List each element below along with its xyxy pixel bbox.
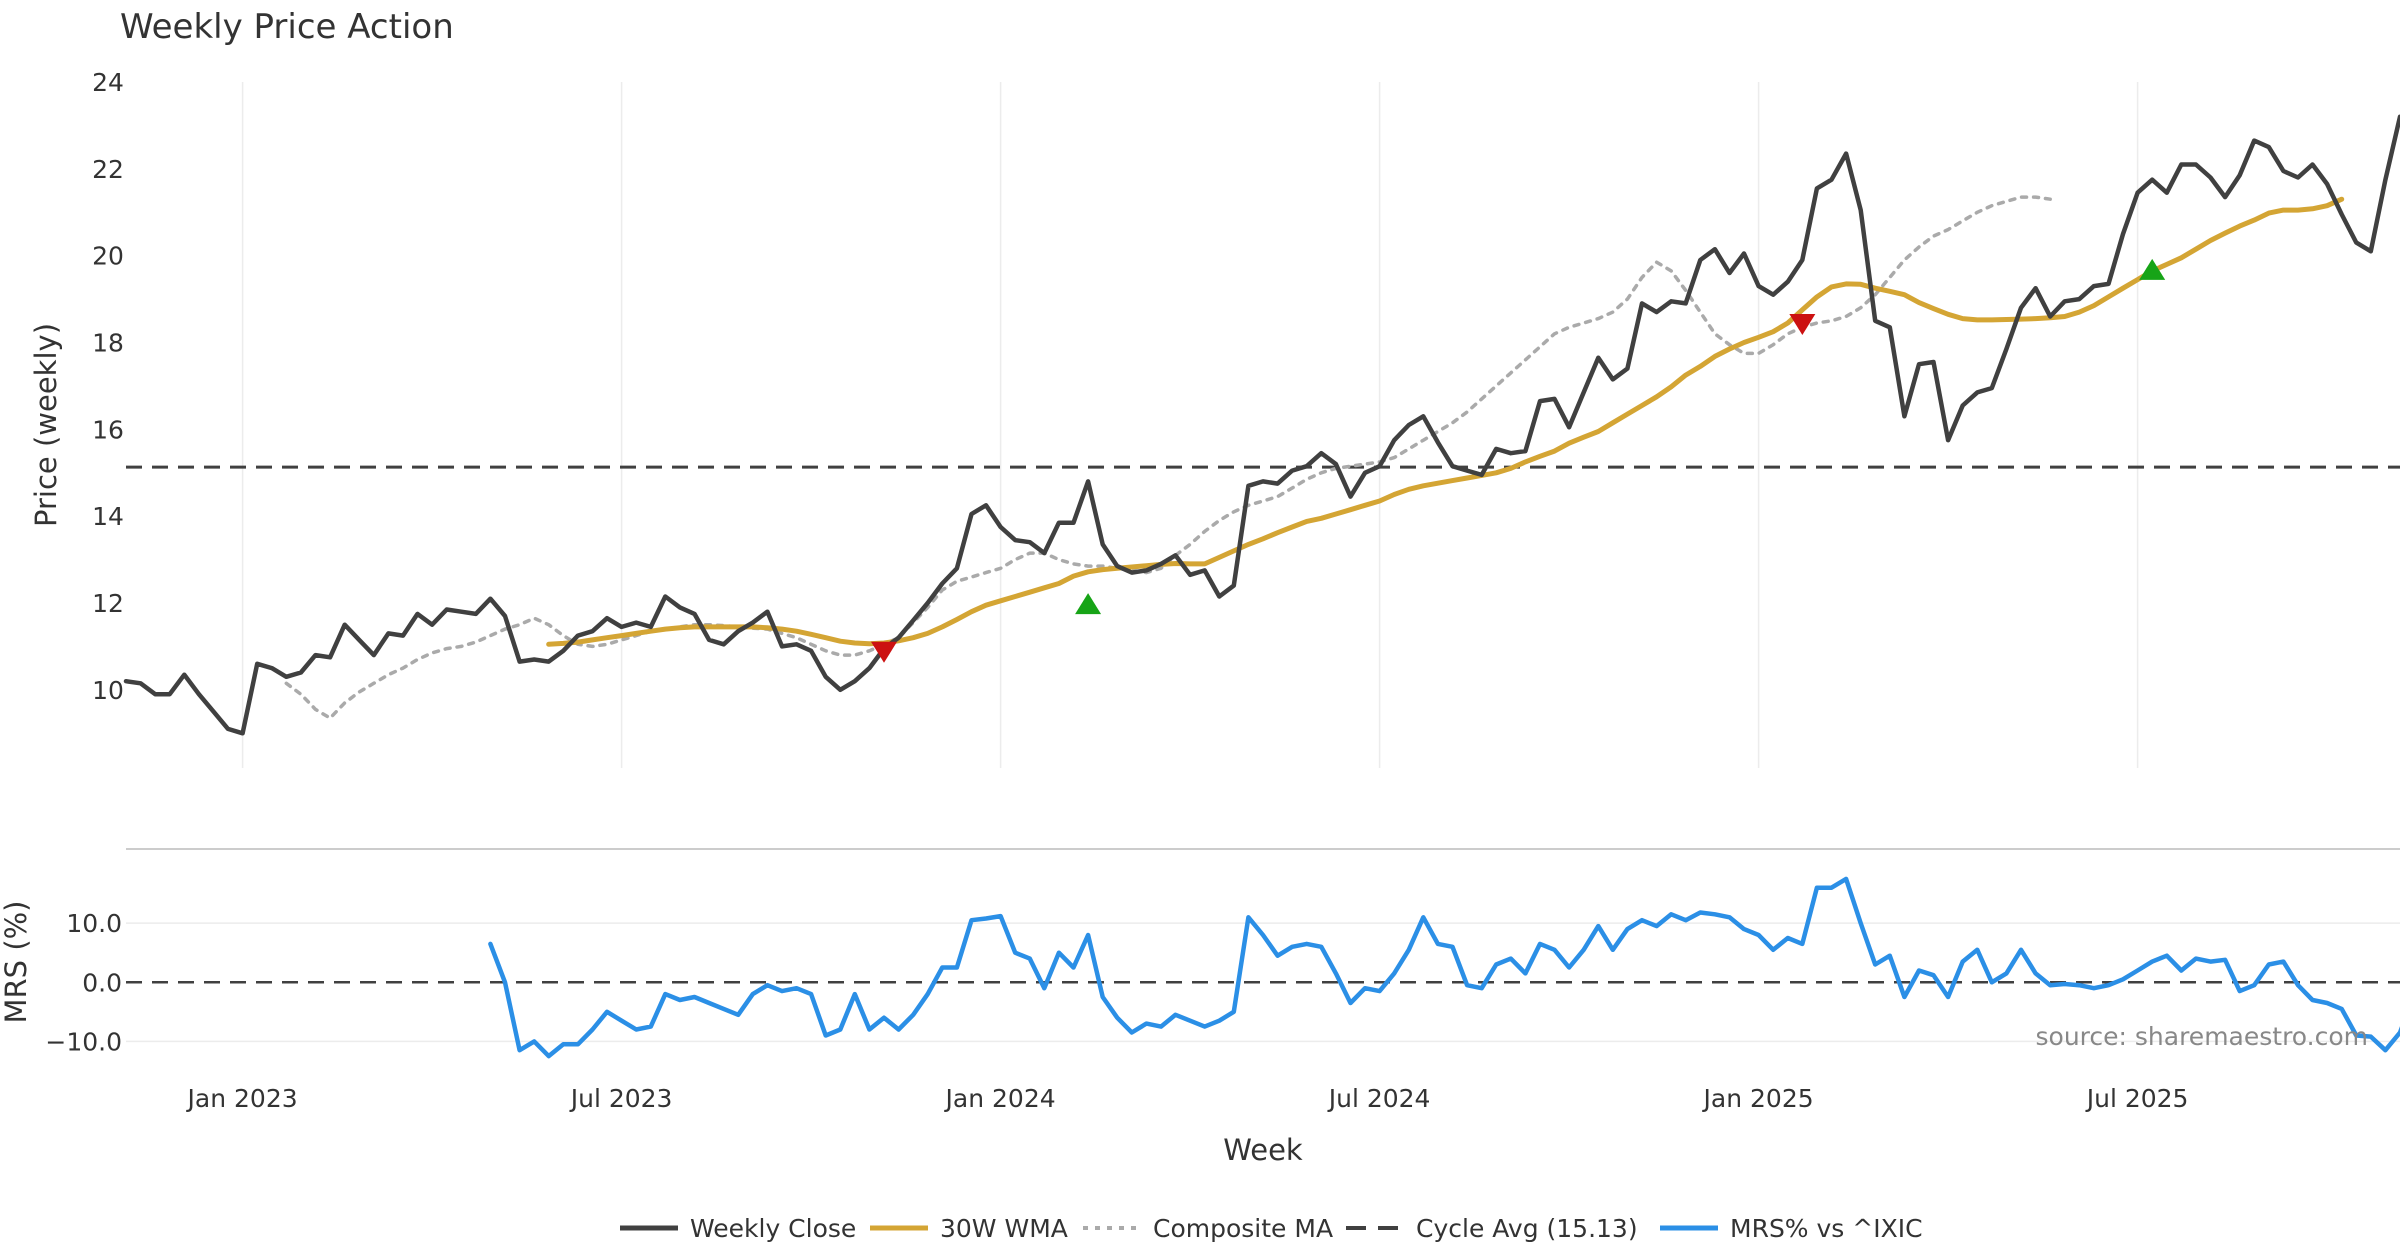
price-y-tick-label: 16 bbox=[92, 415, 124, 444]
signal-markers bbox=[871, 258, 2166, 663]
mrs-y-ticks: 10.0 0.0 −10.0 bbox=[45, 909, 122, 1056]
x-tick-label: Jan 2023 bbox=[186, 1084, 298, 1113]
legend-label: Cycle Avg (15.13) bbox=[1416, 1214, 1638, 1243]
mrs-y-tick-label: −10.0 bbox=[45, 1027, 122, 1056]
legend-label: MRS% vs ^IXIC bbox=[1730, 1214, 1923, 1243]
x-tick-label: Jul 2024 bbox=[1327, 1084, 1431, 1113]
mrs-y-axis-label: MRS (%) bbox=[0, 901, 33, 1024]
price-y-ticks: 10 12 14 16 18 20 22 24 bbox=[92, 68, 124, 705]
price-y-tick-label: 12 bbox=[92, 589, 124, 618]
series-line-mrs bbox=[488, 876, 2400, 1059]
x-tick-label: Jan 2024 bbox=[944, 1084, 1056, 1113]
legend: Weekly Close 30W WMA Composite MA Cycle Avg… bbox=[620, 1214, 1923, 1243]
series-line-weekly-close bbox=[123, 114, 2400, 736]
mrs-y-tick-label: 0.0 bbox=[82, 968, 122, 997]
x-ticks: Jan 2023 Jul 2023 Jan 2024 Jul 2024 Jan 2025… bbox=[186, 1084, 2189, 1113]
x-tick-label: Jul 2023 bbox=[569, 1084, 673, 1113]
price-y-tick-label: 18 bbox=[92, 329, 124, 358]
price-y-tick-label: 22 bbox=[92, 155, 124, 184]
legend-label: 30W WMA bbox=[940, 1214, 1068, 1243]
series-line-30w-wma bbox=[546, 196, 2345, 647]
price-y-tick-label: 14 bbox=[92, 502, 124, 531]
mrs-y-tick-label: 10.0 bbox=[66, 909, 122, 938]
price-y-tick-label: 10 bbox=[92, 676, 124, 705]
x-tick-label: Jan 2025 bbox=[1702, 1084, 1814, 1113]
price-series bbox=[123, 114, 2400, 736]
legend-label: Weekly Close bbox=[690, 1214, 856, 1243]
x-tick-label: Jul 2025 bbox=[2085, 1084, 2189, 1113]
source-note: source: sharemaestro.com bbox=[2036, 1022, 2369, 1051]
mrs-series bbox=[488, 876, 2400, 1059]
buy-signal-marker bbox=[1075, 593, 1102, 615]
sell-signal-marker bbox=[1789, 313, 1816, 335]
legend-label: Composite MA bbox=[1153, 1214, 1333, 1243]
price-y-tick-label: 24 bbox=[92, 68, 124, 97]
price-y-axis-label: Price (weekly) bbox=[29, 323, 63, 527]
sell-signal-marker bbox=[871, 641, 897, 663]
buy-signal-marker bbox=[2139, 258, 2166, 280]
x-axis-label: Week bbox=[1223, 1133, 1303, 1167]
price-y-tick-label: 20 bbox=[92, 242, 124, 271]
chart-title: Weekly Price Action bbox=[120, 7, 454, 47]
series-line-composite-ma bbox=[284, 195, 2052, 720]
